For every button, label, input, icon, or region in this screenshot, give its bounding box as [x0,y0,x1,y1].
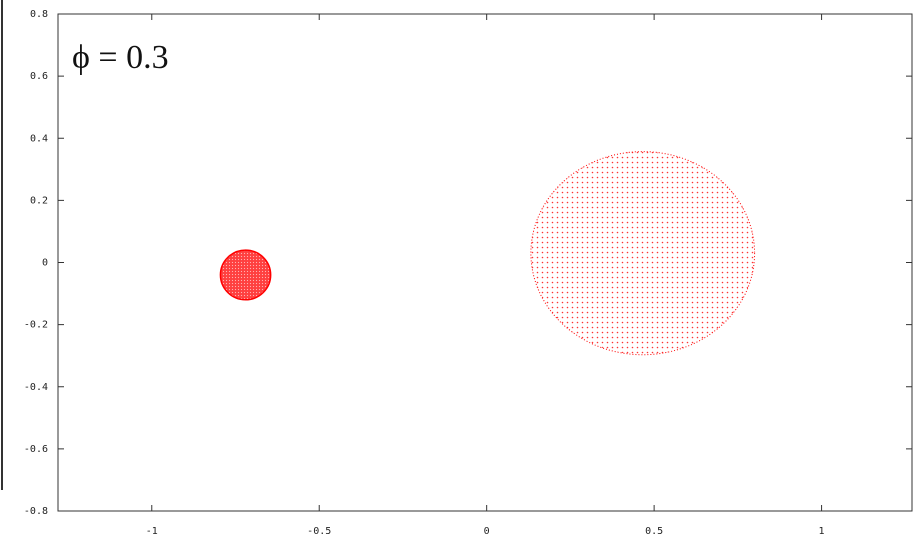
chart: ϕ = 0.3 -1 -0.5 0 0.5 1 -0.8 -0.6 -0.4 -0.2 0 0.2 0… [0,0,918,541]
page: {"chart_data": {"type": "ellipse", "anno… [0,0,918,545]
body [220,250,270,300]
y-tick-label: 0.8 [30,9,48,20]
x-tick-label: 0.5 [645,526,663,537]
y-tick-label: 0 [42,258,48,269]
x-tick-label: -0.5 [307,526,331,537]
annotation: ϕ = 0.3 [72,39,169,76]
y-tick-label: -0.2 [24,320,48,331]
x-tick-label: -1 [146,526,158,537]
y-tick-label: 0.6 [30,71,48,82]
y-tick-label: -0.4 [24,382,48,393]
y-tick-label: -0.6 [24,444,48,455]
x-tick-label: 1 [819,526,825,537]
y-tick-label: 0.2 [30,195,48,206]
body [531,152,755,355]
x-tick-label: 0 [484,526,490,537]
y-tick-label: -0.8 [24,506,48,517]
y-tick-label: 0.4 [30,133,48,144]
plot-frame [58,14,912,511]
